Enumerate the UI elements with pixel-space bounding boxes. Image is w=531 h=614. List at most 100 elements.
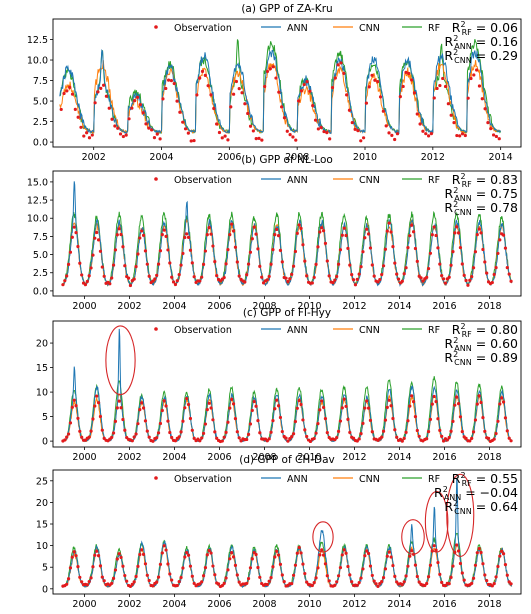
r2-label: R2 ANN = 0.16 [445, 34, 519, 51]
observation-point [492, 272, 496, 277]
observation-point [164, 404, 168, 408]
series-line-cnn [61, 393, 513, 443]
observation-point [471, 266, 476, 270]
observation-point [175, 99, 179, 103]
observation-point [344, 404, 348, 408]
observation-point [455, 133, 459, 138]
r2-label: R2 ANN = 0.60 [445, 336, 519, 353]
observation-point [387, 131, 391, 135]
observation-point [477, 84, 482, 88]
observation-point [222, 581, 226, 585]
observation-point [248, 250, 253, 254]
x-tick-label: 2012 [421, 152, 445, 163]
observation-point [293, 419, 298, 424]
observation-point [460, 430, 464, 434]
observation-point [237, 580, 241, 584]
observation-point [342, 226, 346, 230]
observation-point [359, 432, 363, 436]
observation-point [475, 402, 479, 406]
observation-point [361, 136, 366, 140]
observation-point [509, 582, 513, 586]
observation-point [440, 273, 444, 278]
observation-point [290, 435, 294, 439]
observation-point [200, 580, 204, 584]
observation-point [443, 281, 448, 285]
series-line-cnn [61, 543, 513, 589]
observation-point [426, 266, 431, 271]
legend: Observation ANN CNN RF [154, 23, 440, 34]
observation-point [380, 272, 384, 277]
legend-label: Observation [174, 325, 232, 336]
observation-point [168, 572, 172, 576]
r2-label: R2 CNN = 0.64 [444, 499, 518, 516]
series-line-ann [59, 48, 502, 135]
observation-point [370, 73, 374, 77]
observation-point [251, 129, 255, 133]
series-line-rf [61, 210, 513, 287]
observation-point [299, 89, 304, 93]
observation-point [132, 277, 136, 281]
observation-point [222, 275, 226, 280]
observation-point [291, 573, 296, 577]
observation-point [83, 283, 88, 287]
legend-label: CNN [359, 175, 380, 186]
observation-point [490, 280, 494, 285]
observation-point [200, 275, 204, 279]
observation-point [260, 138, 264, 142]
y-tick-label: 7.5 [33, 232, 48, 243]
observation-point [380, 580, 384, 584]
observation-point [123, 573, 127, 578]
observation-point [119, 232, 123, 237]
x-tick-label: 2006 [207, 452, 231, 463]
observation-point [158, 137, 162, 141]
observation-point [150, 128, 154, 132]
observation-point [96, 90, 100, 94]
observation-point [390, 133, 394, 137]
observation-point [65, 89, 69, 93]
observation-point [463, 133, 467, 138]
observation-point [413, 415, 418, 419]
observation-point [147, 435, 151, 439]
observation-point [76, 565, 80, 569]
observation-point [356, 129, 360, 133]
observation-point [156, 262, 161, 266]
y-tick-label: 7.5 [33, 76, 48, 87]
observation-point [80, 273, 84, 277]
x-tick-label: 2018 [477, 452, 501, 463]
observation-point [280, 105, 284, 109]
observation-point [237, 86, 241, 91]
observation-point [342, 71, 346, 75]
r2-label: R2 RF = 0.83 [452, 172, 518, 189]
observation-point [213, 259, 217, 264]
observation-point [254, 552, 258, 557]
observation-point [320, 226, 324, 230]
observation-point [314, 576, 318, 580]
x-tick-label: 2016 [432, 599, 456, 610]
observation-point [400, 279, 404, 283]
observation-point [447, 435, 451, 440]
observation-point [91, 565, 95, 569]
observation-point [401, 84, 405, 89]
r2-label: R2 RF = 0.80 [452, 322, 518, 339]
observation-point [72, 398, 76, 402]
y-tick-label: 12.5 [27, 196, 48, 207]
plot-frame [52, 170, 522, 297]
observation-point [118, 132, 123, 136]
observation-point [261, 281, 266, 285]
x-tick-label: 2016 [432, 452, 456, 463]
observation-point [183, 406, 187, 410]
observation-point [496, 251, 500, 256]
observation-point [366, 406, 371, 410]
observation-point [276, 234, 281, 238]
highlight-ellipse [312, 521, 334, 553]
legend-label: Observation [174, 474, 232, 485]
observation-point [113, 124, 117, 128]
observation-point [91, 417, 95, 421]
observation-point [447, 582, 451, 586]
observation-point [293, 563, 298, 567]
observation-point [303, 428, 307, 432]
observation-point [185, 232, 189, 236]
observation-point [192, 138, 196, 143]
observation-point [500, 549, 504, 553]
